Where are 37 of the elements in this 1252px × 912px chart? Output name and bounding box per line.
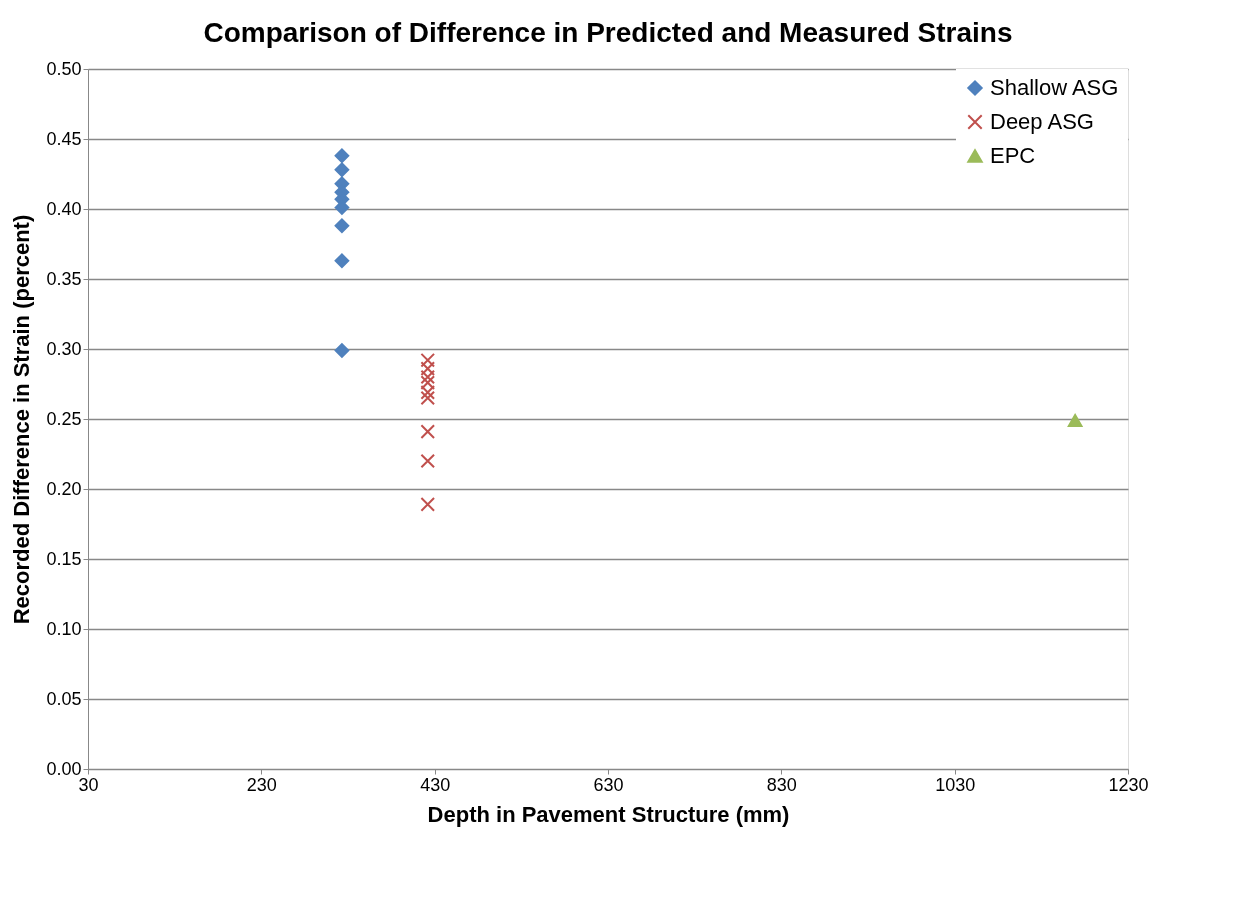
point <box>334 162 350 178</box>
chart-title: Comparison of Difference in Predicted and Measured Strains <box>203 17 1013 48</box>
point <box>334 253 350 269</box>
point <box>420 424 436 439</box>
y-tick-label: 0.25 <box>46 408 82 429</box>
legend-label: Shallow ASG <box>990 75 1119 100</box>
y-tick-label: 0.35 <box>46 268 82 289</box>
legend-label: EPC <box>990 143 1036 168</box>
point <box>1067 413 1083 427</box>
y-tick-label: 0.50 <box>46 58 82 79</box>
point <box>420 453 436 469</box>
y-tick-label: 0.10 <box>46 618 82 639</box>
point <box>420 375 436 390</box>
y-tick-label: 0.40 <box>46 198 82 219</box>
point <box>334 148 350 164</box>
y-tick-label: 0.05 <box>46 688 82 709</box>
x-tick-label: 230 <box>246 774 277 795</box>
x-tick-label: 1230 <box>1108 774 1149 795</box>
point <box>420 369 436 385</box>
y-tick-label: 0.30 <box>46 338 82 359</box>
point <box>420 361 436 376</box>
point <box>420 497 436 512</box>
y-tick-label: 0.15 <box>46 548 82 569</box>
point <box>334 343 350 358</box>
point <box>420 352 436 368</box>
y-tick-label: 0.45 <box>46 128 82 149</box>
y-axis-title: Recorded Difference in Strain (percent) <box>9 214 35 625</box>
legend-label: Deep ASG <box>990 109 1094 134</box>
point <box>334 218 350 234</box>
x-tick-label: 830 <box>766 774 797 795</box>
x-axis-title: Depth in Pavement Structure (mm) <box>427 801 790 827</box>
y-tick-label: 0.20 <box>46 478 82 499</box>
x-tick-label: 430 <box>420 774 451 795</box>
x-tick-label: 1030 <box>935 774 976 795</box>
point <box>420 385 436 400</box>
point <box>420 390 436 406</box>
x-tick-label: 630 <box>593 774 624 795</box>
